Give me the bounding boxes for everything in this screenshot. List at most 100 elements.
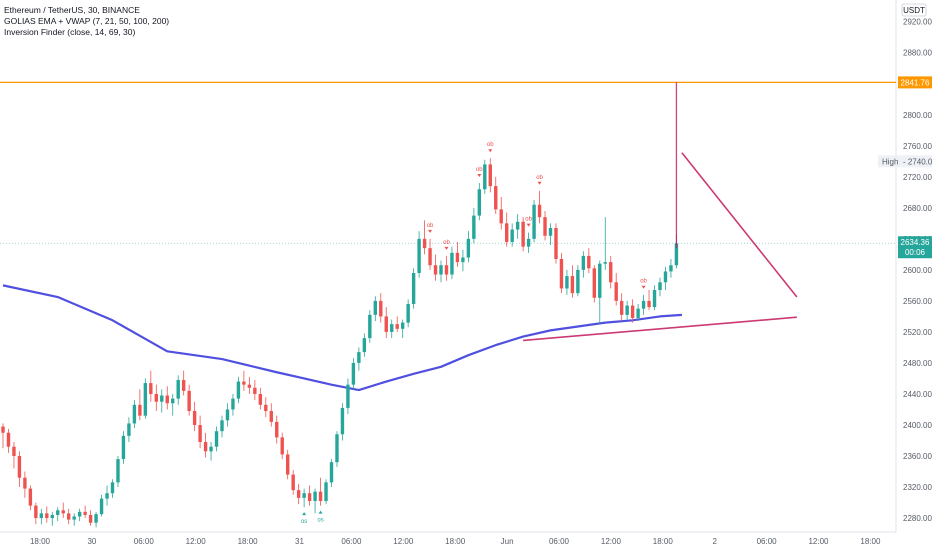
candle-body (598, 263, 602, 298)
candle-body (515, 221, 520, 230)
candle-body (34, 505, 38, 519)
candle-body (165, 395, 169, 404)
candle-body (587, 255, 591, 269)
candle-body (543, 217, 547, 236)
candle-body (99, 498, 104, 515)
candle-body (67, 513, 71, 520)
candle-body (94, 514, 98, 523)
candle-body (203, 442, 208, 452)
high-value-label: - 2740.00 (903, 157, 932, 166)
signal-arrow-up (318, 510, 323, 514)
candle-body (116, 459, 120, 483)
x-tick-label: 06:00 (134, 537, 155, 546)
signal-label: ob (443, 240, 450, 246)
candle-body (592, 268, 596, 298)
candle-body (488, 164, 492, 187)
x-tick-label: 18:00 (445, 537, 466, 546)
candle-body (428, 248, 432, 266)
candle-body (264, 404, 268, 412)
x-tick-label: 31 (295, 537, 304, 546)
candle-body (154, 393, 158, 402)
y-tick-label: 2280.00 (903, 514, 932, 523)
candle-body (247, 384, 252, 388)
y-tick-label: 2600.00 (903, 266, 932, 275)
candle-body (110, 482, 115, 494)
x-tick-label: 18:00 (860, 537, 881, 546)
signal-label: ob (476, 167, 483, 173)
signal-arrow-down (488, 149, 493, 153)
candle-body (570, 276, 575, 294)
candle-body (160, 395, 164, 402)
y-tick-label: 2720.00 (903, 173, 932, 182)
candle-body (461, 257, 465, 263)
candle-body (630, 305, 635, 318)
signal-label: ob (427, 223, 434, 229)
lower-trendline (523, 316, 797, 342)
signal-label: os (317, 518, 323, 524)
candle-body (652, 290, 657, 308)
x-tick-label: 18:00 (238, 537, 259, 546)
candle-body (576, 269, 580, 294)
candle-body (17, 456, 22, 478)
candle-body (636, 308, 640, 318)
candle-body (236, 381, 241, 399)
candle-body (669, 265, 673, 272)
signal-arrow-down (526, 223, 531, 227)
x-tick-label: 06:00 (549, 537, 570, 546)
symbol-title[interactable]: Ethereum / TetherUS, 30, BINANCE (4, 5, 140, 15)
candle-body (275, 421, 279, 438)
indicator-inversion-finder[interactable]: Inversion Finder (close, 14, 69, 30) (4, 27, 136, 37)
y-tick-label: 2480.00 (903, 359, 932, 368)
candle-body (532, 204, 536, 239)
candle-body (422, 238, 427, 249)
candle-body (88, 514, 93, 523)
signal-arrow-down (641, 285, 646, 289)
currency-badge (901, 3, 927, 17)
candle-body (61, 510, 65, 514)
candle-body (483, 164, 487, 190)
candle-body (406, 304, 410, 323)
x-tick-label: 2 (712, 537, 717, 546)
candle-body (121, 435, 126, 460)
signal-label: ob (536, 175, 543, 181)
x-tick-label: 06:00 (757, 537, 778, 546)
signal-arrow-down (444, 246, 449, 250)
candle-body (1, 426, 5, 433)
candle-body (269, 411, 273, 422)
candle-body (411, 272, 416, 304)
y-tick-label: 2760.00 (903, 142, 932, 151)
signal-label: os (301, 519, 307, 525)
y-tick-label: 2880.00 (903, 49, 932, 58)
high-badge (878, 155, 932, 168)
candle-body (77, 511, 82, 517)
y-tick-label: 2320.00 (903, 483, 932, 492)
indicator-ema-vwap[interactable]: GOLIAS EMA + VWAP (7, 21, 50, 100, 200) (4, 16, 170, 26)
x-tick-label: Jun (501, 537, 514, 546)
x-tick-label: 12:00 (186, 537, 207, 546)
candle-body (50, 514, 54, 519)
candle-body (368, 314, 372, 339)
candle-body (346, 384, 350, 408)
candle-body (510, 229, 514, 242)
signal-arrow-up (302, 512, 307, 516)
candle-body (214, 431, 219, 447)
candle-body (499, 209, 503, 224)
currency-label: USDT (903, 6, 925, 15)
y-tick-label: 2520.00 (903, 328, 932, 337)
candle-body (291, 474, 295, 491)
candle-body (494, 186, 498, 210)
candle-body (619, 300, 624, 315)
candle-body (379, 300, 383, 317)
candle-body (39, 513, 44, 519)
candle-body (641, 300, 646, 309)
y-tick-label: 2680.00 (903, 204, 932, 213)
resistance-price-badge (898, 76, 932, 89)
y-tick-label: 2360.00 (903, 452, 932, 461)
signal-label: ob (640, 279, 647, 285)
candle-body (565, 276, 569, 289)
signal-arrow-down (477, 174, 482, 178)
candle-body (548, 228, 553, 236)
candle-body (362, 338, 367, 353)
